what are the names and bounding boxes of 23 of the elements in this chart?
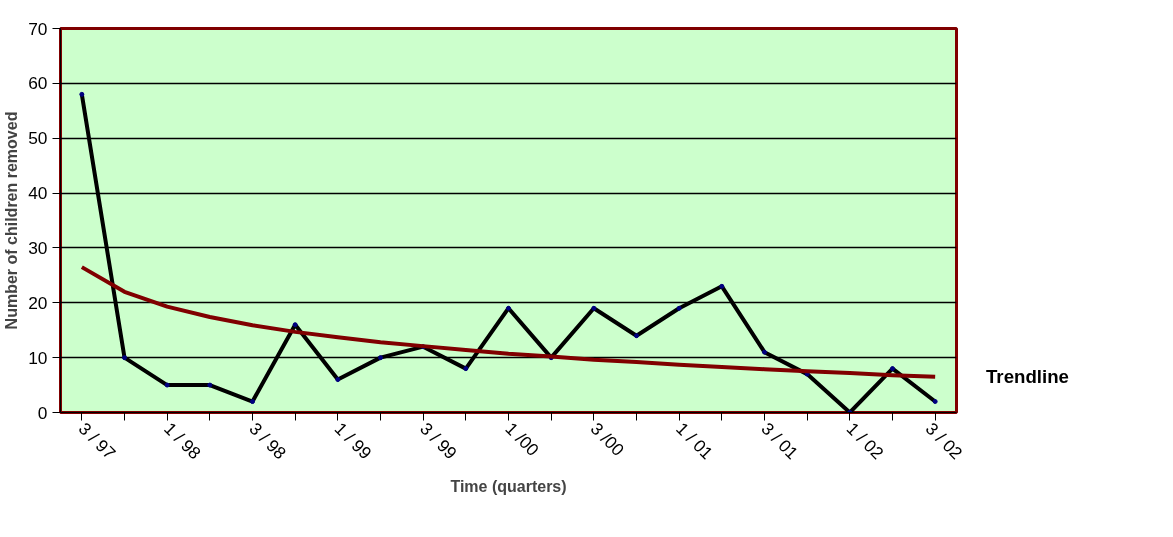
y-tick-label: 50	[28, 128, 48, 149]
x-tick-label: 3 / 97	[74, 418, 120, 464]
x-axis-title: Time (quarters)	[450, 478, 567, 496]
x-tick-label: 1 / 01	[672, 418, 717, 464]
x-tick-label: 1 / 99	[330, 418, 376, 464]
x-tick-label: 1 / 02	[842, 418, 888, 464]
y-tick-label: 30	[28, 237, 48, 258]
y-tick-label: 0	[37, 402, 48, 423]
y-tick-label: 40	[28, 183, 48, 204]
y-axis-title: Number of children removed	[3, 111, 21, 330]
text: Trendline	[986, 365, 1069, 389]
x-tick-label: 3 / 98	[245, 418, 291, 464]
x-tick-label: 3 / 01	[757, 418, 803, 464]
line-series	[79, 265, 938, 379]
y-tick-label: 10	[28, 347, 48, 368]
y-tick-label: 70	[28, 18, 48, 39]
y-tick-label: 20	[28, 292, 48, 313]
x-tick-label: 1 /00	[501, 418, 543, 460]
x-tick-label: 3 /00	[586, 418, 629, 460]
x-tick-label: 3 / 99	[416, 418, 461, 464]
y-tick-label: 60	[28, 73, 48, 94]
x-tick-label: 1 / 98	[160, 418, 205, 464]
x-tick-label: 3 / 02	[921, 418, 967, 464]
